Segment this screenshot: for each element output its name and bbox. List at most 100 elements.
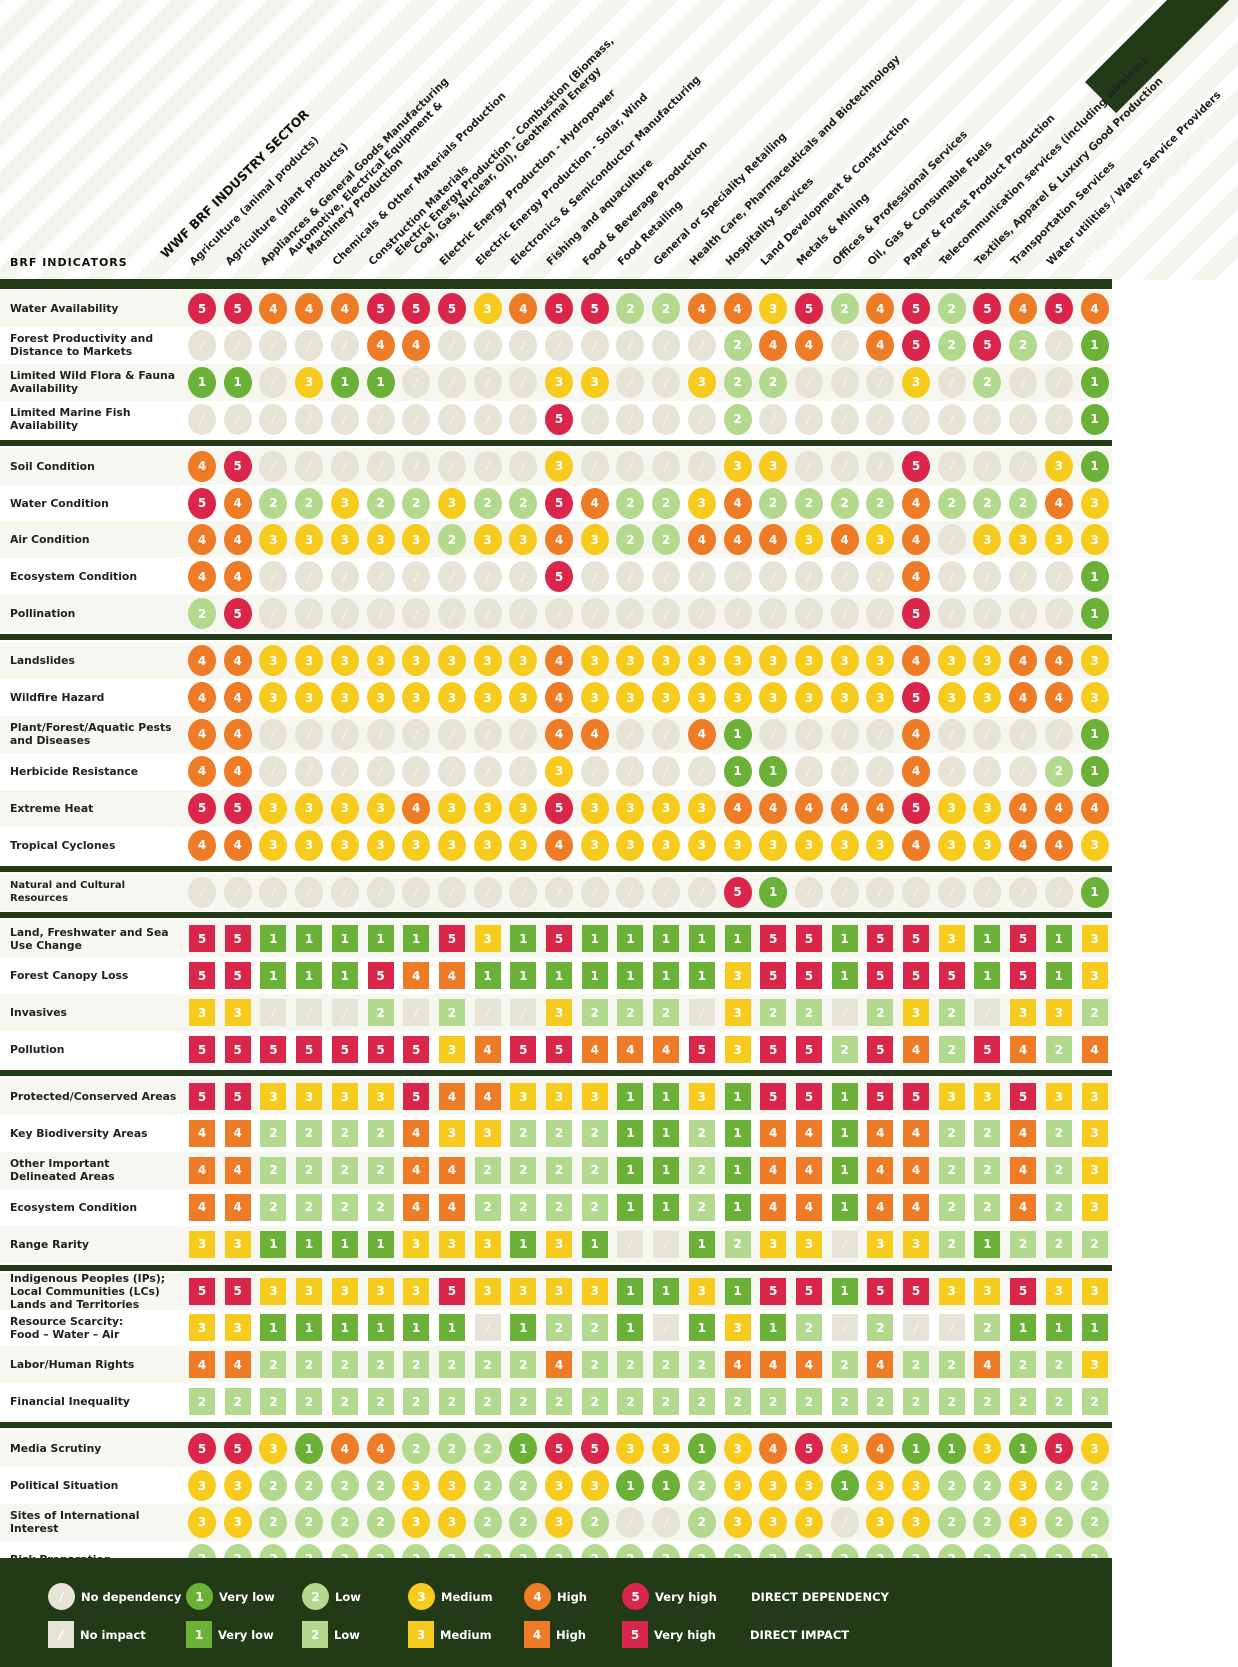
dependency-rating-cell: 3 [1080, 524, 1109, 556]
impact-rating-cell: 2 [367, 1119, 394, 1147]
dependency-rating-cell: 4 [295, 293, 324, 324]
dependency-rating-cell: / [902, 876, 930, 908]
indicator-label: Soil Condition [10, 448, 185, 485]
legend-impact-item: 3 Medium [408, 1621, 492, 1648]
dependency-rating-cell: / [437, 718, 466, 750]
dependency-rating-cell: 2 [973, 1506, 1002, 1538]
dependency-rating-cell: / [1009, 718, 1038, 750]
dependency-rating-cell: 3 [580, 682, 609, 713]
dependency-rating-cell: / [223, 876, 252, 908]
dependency-rating-cell: / [330, 329, 359, 361]
impact-rating-cell: 3 [1045, 1083, 1072, 1110]
dependency-rating-cell: 3 [759, 450, 788, 482]
impact-rating-cell: 2 [331, 1388, 358, 1416]
indicator-row: Herbicide Resistance 4 4// / / / / //3// //1 1// /… [0, 753, 1112, 790]
impact-rating-cell: 2 [1045, 1119, 1072, 1147]
impact-rating-cell: 3 [510, 1083, 537, 1110]
impact-rating-cell: 4 [438, 1156, 465, 1184]
impact-rating-cell: 1 [831, 1193, 858, 1221]
dependency-rating-cell: 4 [687, 718, 716, 750]
impact-rating-cell: 3 [903, 1230, 929, 1258]
dependency-rating-cell: 5 [188, 792, 216, 824]
dependency-rating-cell: 4 [188, 450, 216, 482]
impact-rating-cell: 2 [546, 1314, 572, 1342]
dependency-rating-cell: 2 [473, 1433, 502, 1465]
dependency-rating-cell: 3 [545, 450, 573, 482]
impact-rating-cell: 1 [831, 925, 858, 953]
dependency-rating-cell: 2 [866, 487, 895, 519]
impact-rating-cell: 2 [260, 1193, 287, 1221]
impact-rating-cell: 1 [510, 925, 537, 953]
impact-rating-cell: 3 [1045, 1277, 1072, 1305]
dependency-rating-cell: 3 [794, 645, 823, 677]
indicator-row: Resource Scarcity: Food – Water – Air 3 3 1 1… [0, 1309, 1112, 1346]
dependency-rating-cell: / [652, 1506, 681, 1538]
dependency-rating-cell: 3 [580, 524, 609, 556]
indicator-label: Natural and Cultural Resources [10, 874, 185, 911]
impact-rating-cell: 1 [296, 1230, 323, 1258]
impact-rating-cell: 1 [688, 925, 715, 953]
legend-label: Low [334, 1627, 360, 1642]
legend-swatch: 5 [622, 1621, 648, 1648]
dependency-rating-cell: 2 [973, 1470, 1002, 1501]
dependency-rating-cell: 3 [330, 524, 359, 556]
impact-rating-cell: 1 [331, 925, 358, 953]
indicator-label-line: and Diseases [10, 734, 91, 748]
dependency-rating-cell: 3 [437, 792, 466, 824]
impact-rating-cell: 2 [510, 1156, 537, 1184]
dependency-rating-cell: / [937, 561, 966, 593]
impact-rating-cell: 1 [617, 1083, 644, 1110]
dependency-rating-cell: 4 [330, 293, 359, 324]
indicator-label-text: Landslides [10, 654, 75, 668]
dependency-rating-cell: / [402, 598, 431, 630]
impact-rating-cell: 1 [438, 1314, 465, 1342]
impact-rating-cell: 4 [189, 1119, 215, 1147]
impact-rating-cell: 2 [260, 1119, 287, 1147]
legend-label: High [557, 1589, 587, 1604]
dependency-rating-cell: 3 [723, 682, 752, 713]
section-divider [0, 1070, 1112, 1076]
impact-rating-cell: 3 [867, 1230, 894, 1258]
impact-rating-cell: 2 [795, 1388, 822, 1416]
dependency-rating-cell: 1 [295, 1433, 324, 1465]
dependency-rating-cell: 3 [223, 1470, 252, 1501]
dependency-rating-cell: / [830, 561, 859, 593]
dependency-rating-cell: / [937, 366, 966, 398]
section-divider [0, 865, 1112, 872]
impact-rating-cell: 2 [867, 1388, 894, 1416]
dependency-rating-cell: 3 [259, 829, 288, 861]
impact-rating-cell: 4 [189, 1193, 215, 1221]
dependency-rating-cell: 4 [830, 792, 859, 824]
legend-swatch: 3 [408, 1621, 434, 1648]
dependency-rating-cell: 3 [902, 1470, 930, 1501]
impact-rating-cell: 4 [867, 1156, 894, 1184]
impact-rating-cell: 2 [260, 1156, 287, 1184]
impact-rating-cell: 2 [581, 1351, 608, 1379]
indicator-row: Natural and Cultural Resources / / / / / / / / / /… [0, 873, 1112, 911]
dependency-rating-cell: / [437, 561, 466, 593]
impact-rating-cell: 2 [760, 1388, 787, 1416]
dependency-rating-cell: 3 [973, 682, 1002, 713]
indicator-row: Plant/Forest/Aquatic Pests and Diseases 4 4… [0, 715, 1112, 753]
dependency-rating-cell: / [366, 450, 395, 482]
indicator-row: Sites of International Interest 3 3 2 2 2 2 3 3 2 2… [0, 1503, 1112, 1541]
impact-rating-cell: 4 [438, 1083, 465, 1110]
dependency-rating-cell: 3 [687, 645, 716, 677]
dependency-rating-cell: 4 [902, 718, 930, 750]
dependency-rating-cell: 3 [366, 792, 395, 824]
dependency-rating-cell: 2 [973, 366, 1002, 398]
dependency-rating-cell: 3 [937, 645, 966, 677]
impact-rating-cell: 1 [831, 1083, 858, 1110]
impact-rating-cell: 1 [1045, 962, 1072, 990]
dependency-rating-cell: 4 [188, 561, 216, 593]
impact-rating-cell: 2 [974, 1119, 1001, 1147]
dependency-rating-cell: 5 [188, 487, 216, 519]
impact-rating-cell: 5 [546, 925, 572, 953]
dependency-rating-cell: / [437, 876, 466, 908]
dependency-rating-cell: 1 [723, 755, 752, 787]
impact-rating-cell: / [403, 999, 430, 1027]
dependency-rating-cell: / [616, 403, 645, 435]
impact-rating-cell: 3 [760, 1230, 787, 1258]
legend-swatch: 4 [524, 1583, 551, 1610]
impact-rating-cell: 2 [1010, 1388, 1037, 1416]
